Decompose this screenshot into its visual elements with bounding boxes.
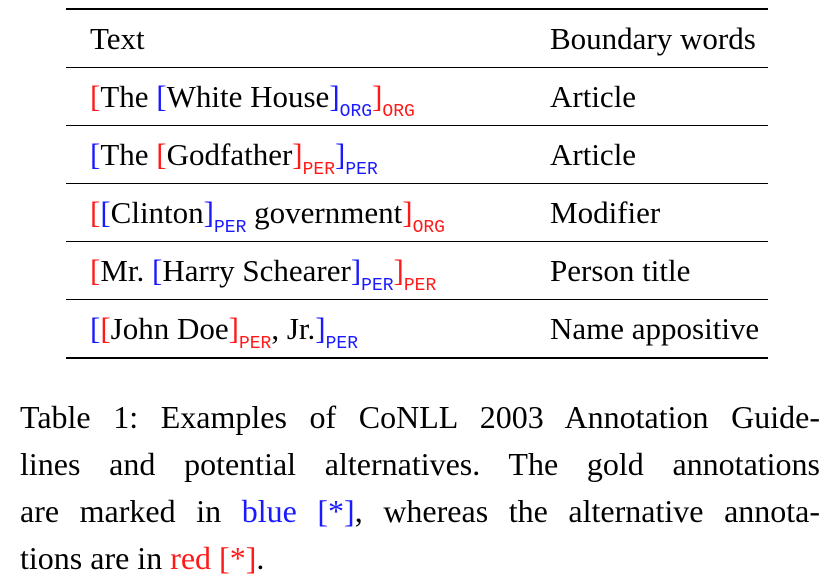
bracket: ]	[350, 253, 362, 288]
bracket: ]	[329, 79, 340, 114]
entity-type-label: ORG	[339, 102, 373, 122]
caption-line-1: Table 1: Examples of CoNLL 2003 Annotati…	[20, 399, 820, 435]
caption-line-4: tions are in red [*].	[20, 535, 820, 582]
bracket: [	[152, 253, 163, 288]
bracket: [	[90, 137, 101, 172]
annotated-text-cell: [The [White House]ORG]ORG	[66, 68, 526, 126]
bracket: [	[100, 311, 111, 346]
boundary-words-cell: Name appositive	[550, 311, 760, 346]
annotated-text-cell: [Mr. [Harry Schearer]PER]PER	[66, 242, 526, 300]
caption-text: tions are in	[20, 540, 171, 576]
text-segment: Harry Schearer	[162, 253, 351, 288]
text-segment: Mr.	[100, 253, 153, 288]
caption-blue-marker: blue [*]	[241, 493, 355, 529]
entity-type-label: PER	[238, 334, 272, 354]
bracket: [	[90, 195, 101, 230]
annotated-text-cell: [The [Godfather]PER]PER	[66, 126, 526, 184]
bracket: ]	[292, 137, 303, 172]
bracket: [	[90, 311, 101, 346]
bracket: [	[90, 253, 101, 288]
caption-text: are marked in	[20, 493, 242, 529]
bracket: ]	[228, 311, 239, 346]
annotated-text-cell: [[Clinton]PER government]ORG	[66, 184, 526, 242]
text-segment: , Jr.	[271, 311, 316, 346]
examples-table: Text Boundary words [The [White House]OR…	[66, 8, 768, 359]
header-text: Text	[90, 21, 145, 56]
boundary-words-cell: Article	[550, 137, 637, 172]
text-segment: Godfather	[166, 137, 293, 172]
boundary-words-cell: Person title	[550, 253, 691, 288]
header-boundary-words: Boundary words	[550, 21, 756, 56]
text-segment: John Doe	[110, 311, 229, 346]
bracket: ]	[203, 195, 214, 230]
text-segment: The	[100, 137, 157, 172]
text-segment: Clinton	[110, 195, 204, 230]
table-row: [The [White House]ORG]ORG Article	[66, 68, 768, 126]
entity-type-label: PER	[325, 334, 359, 354]
text-segment: White House	[166, 79, 330, 114]
caption-text: , whereas the alternative annota-	[354, 493, 821, 529]
entity-type-label: PER	[214, 218, 247, 238]
entity-type-label: ORG	[382, 102, 415, 122]
table-header-row: Text Boundary words	[66, 9, 768, 68]
table-row: [[Clinton]PER government]ORG Modifier	[66, 184, 768, 242]
bracket: ]	[402, 195, 413, 230]
boundary-words-cell: Modifier	[550, 195, 661, 230]
table-body: [The [White House]ORG]ORG Article [The [Go…	[66, 68, 768, 359]
bracket: ]	[393, 253, 404, 288]
bracket: ]	[315, 311, 326, 346]
bracket: [	[156, 137, 167, 172]
bracket: ]	[335, 137, 346, 172]
table-caption: Table 1: Examples of CoNLL 2003 Annotati…	[20, 394, 820, 582]
annotation-table: Text Boundary words [The [White House]OR…	[66, 8, 768, 359]
table-row: [[John Doe]PER, Jr.]PER Name appositive	[66, 300, 768, 359]
table-row: [Mr. [Harry Schearer]PER]PER Person title	[66, 242, 768, 300]
caption-line-2: lines and potential alternatives. The go…	[20, 446, 820, 482]
boundary-words-cell: Article	[550, 79, 637, 114]
bracket: [	[100, 195, 111, 230]
entity-type-label: PER	[302, 160, 336, 180]
text-segment: government	[246, 195, 403, 230]
caption-line-3: are marked in blue [*], whereas the alte…	[20, 488, 820, 535]
entity-type-label: PER	[345, 160, 378, 180]
caption-text: .	[256, 540, 265, 576]
caption-red-marker: red [*]	[170, 540, 257, 576]
entity-type-label: ORG	[412, 218, 445, 238]
annotated-text-cell: [[John Doe]PER, Jr.]PER	[66, 300, 526, 359]
entity-type-label: PER	[361, 276, 394, 296]
table-row: [The [Godfather]PER]PER Article	[66, 126, 768, 184]
text-segment: The	[100, 79, 157, 114]
bracket: [	[90, 79, 101, 114]
bracket: [	[156, 79, 167, 114]
bracket: ]	[372, 79, 383, 114]
entity-type-label: PER	[403, 276, 437, 296]
